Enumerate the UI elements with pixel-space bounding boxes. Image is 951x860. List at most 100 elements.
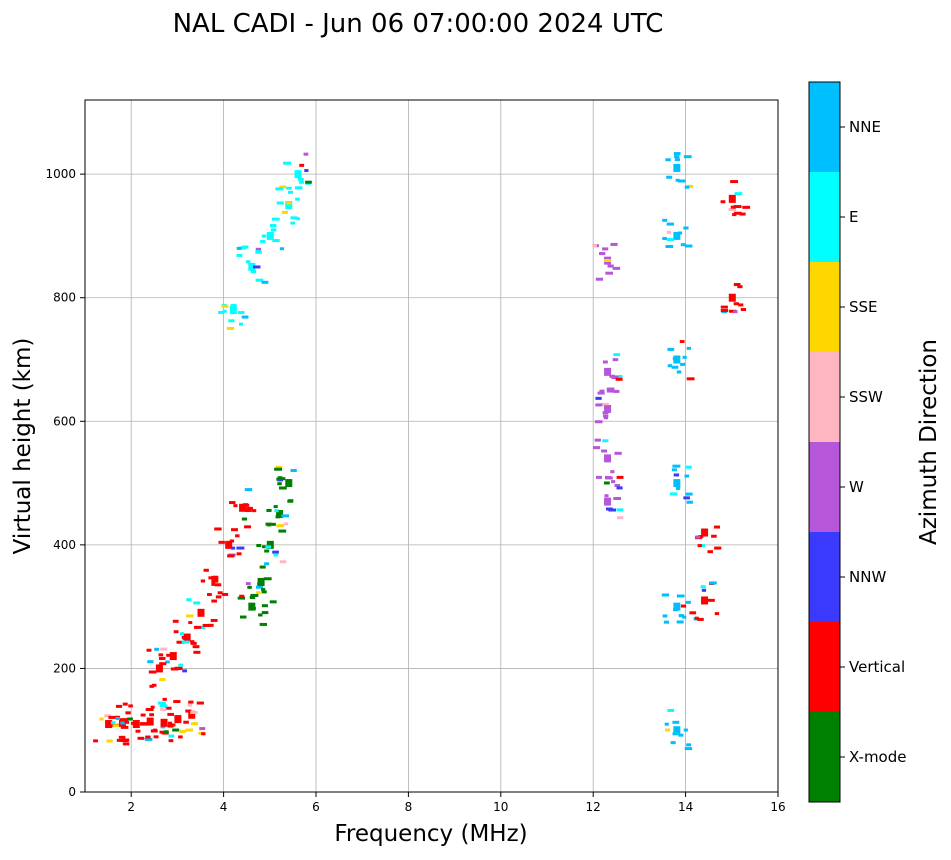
echo-fragment xyxy=(667,708,675,712)
echo-fragment xyxy=(237,311,245,315)
echo-fragment xyxy=(272,550,279,554)
echo-point xyxy=(294,170,302,179)
echo-fragment xyxy=(255,250,261,254)
echo-fragment xyxy=(662,218,668,222)
echo-fragment xyxy=(734,192,743,196)
echo-fragment xyxy=(277,482,282,486)
echo-fragment xyxy=(274,509,279,513)
echo-fragment xyxy=(115,716,120,720)
echo-fragment xyxy=(702,531,707,535)
echo-fragment xyxy=(290,469,297,473)
echo-fragment xyxy=(699,544,706,548)
echo-fragment xyxy=(707,550,713,554)
echo-fragment xyxy=(665,158,671,162)
echo-fragment xyxy=(283,161,291,165)
echo-fragment xyxy=(159,662,167,666)
echo-fragment xyxy=(605,507,613,511)
echo-point xyxy=(285,201,293,210)
echo-fragment xyxy=(685,600,691,604)
echo-fragment xyxy=(304,169,309,173)
echo-fragment xyxy=(615,377,623,381)
echo-fragment xyxy=(610,242,618,246)
echo-fragment xyxy=(666,175,673,179)
echo-point xyxy=(285,479,293,488)
echo-fragment xyxy=(259,622,267,626)
echo-fragment xyxy=(255,278,264,282)
echo-fragment xyxy=(595,403,603,407)
echo-fragment xyxy=(733,283,741,287)
echo-fragment xyxy=(150,729,158,733)
echo-fragment xyxy=(278,529,287,533)
echo-fragment xyxy=(697,544,702,548)
echo-fragment xyxy=(186,598,192,602)
echo-fragment xyxy=(279,560,287,564)
echo-fragment xyxy=(261,588,266,592)
echo-fragment xyxy=(159,678,166,682)
echo-fragment xyxy=(672,357,678,361)
echo-fragment xyxy=(697,617,704,621)
echo-fragment xyxy=(662,614,668,618)
colorbar-tick-label: NNW xyxy=(849,568,886,586)
echo-fragment xyxy=(684,185,690,189)
echo-fragment xyxy=(166,653,171,657)
echo-fragment xyxy=(167,712,174,716)
data-marks xyxy=(93,152,751,751)
echo-fragment xyxy=(255,585,264,589)
echo-fragment xyxy=(742,205,751,209)
echo-fragment xyxy=(740,308,747,312)
echo-fragment xyxy=(666,238,674,242)
chart-title: NAL CADI - Jun 06 07:00:00 2024 UTC xyxy=(173,9,664,39)
echo-fragment xyxy=(277,476,283,480)
echo-fragment xyxy=(150,705,155,709)
echo-fragment xyxy=(598,252,606,256)
echo-fragment xyxy=(605,271,613,275)
echo-fragment xyxy=(667,347,675,351)
echo-fragment xyxy=(93,739,98,743)
echo-fragment xyxy=(609,374,616,378)
echo-fragment xyxy=(738,303,744,307)
echo-fragment xyxy=(678,733,684,737)
echo-point xyxy=(248,602,256,611)
echo-fragment xyxy=(250,270,257,274)
echo-fragment xyxy=(739,212,746,216)
echo-fragment xyxy=(211,599,218,603)
x-tick-label: 2 xyxy=(127,800,135,814)
echo-fragment xyxy=(686,465,692,469)
echo-point xyxy=(673,602,681,611)
echo-fragment xyxy=(682,615,687,619)
echo-fragment xyxy=(260,239,266,243)
echo-fragment xyxy=(698,534,704,538)
echo-point xyxy=(188,710,196,719)
echo-fragment xyxy=(241,315,249,319)
echo-fragment xyxy=(246,506,253,510)
echo-fragment xyxy=(606,389,615,393)
echo-fragment xyxy=(217,591,223,595)
echo-fragment xyxy=(276,201,284,205)
echo-fragment xyxy=(263,577,272,581)
echo-fragment xyxy=(603,416,609,420)
echo-fragment xyxy=(236,246,242,250)
echo-fragment xyxy=(147,660,154,664)
echo-fragment xyxy=(231,528,238,532)
echo-fragment xyxy=(701,588,707,592)
echo-fragment xyxy=(616,508,624,512)
echo-fragment xyxy=(221,592,229,596)
echo-point xyxy=(728,293,736,302)
echo-fragment xyxy=(115,704,123,708)
echo-fragment xyxy=(261,234,267,238)
echo-point xyxy=(155,664,163,673)
echo-fragment xyxy=(215,595,222,599)
echo-fragment xyxy=(149,713,155,717)
echo-fragment xyxy=(193,625,202,629)
echo-fragment xyxy=(603,481,610,485)
echo-fragment xyxy=(700,585,706,589)
series-e-region-low- xyxy=(93,697,206,746)
series-multihop-spread xyxy=(218,152,312,330)
echo-point xyxy=(197,608,205,617)
echo-fragment xyxy=(207,623,214,627)
echo-fragment xyxy=(261,611,269,615)
echo-fragment xyxy=(298,177,304,181)
echo-fragment xyxy=(251,509,257,513)
x-tick-label: 4 xyxy=(220,800,228,814)
